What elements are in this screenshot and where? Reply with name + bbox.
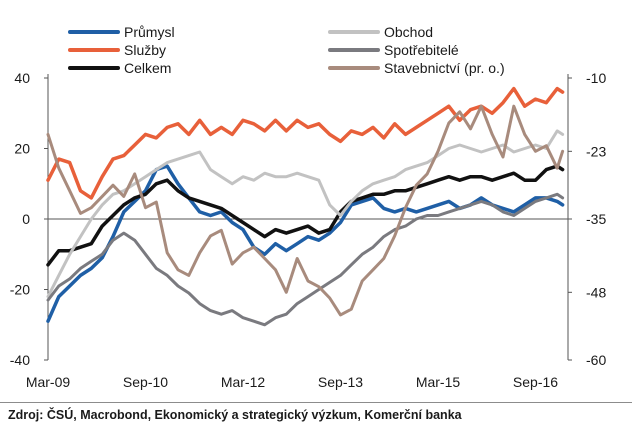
legend-label: Stavebnictví (pr. o.) [384,60,505,76]
x-tick-label: Sep-16 [513,374,558,390]
right-tick-label: -35 [586,211,606,227]
left-tick-label: -40 [10,352,30,368]
series-line [46,164,565,267]
x-tick-label: Mar-12 [221,374,266,390]
series-line [46,86,565,200]
x-tick-label: Mar-15 [416,374,461,390]
legend-label: Průmysl [124,24,175,40]
left-tick-label: 20 [14,141,30,157]
x-tick-label: Sep-10 [123,374,168,390]
series-line [46,164,565,323]
legend-label: Obchod [384,24,433,40]
left-tick-label: 40 [14,70,30,86]
right-tick-label: -23 [586,143,606,159]
source-note: Zdroj: ČSÚ, Macrobond, Ekonomický a stra… [8,408,462,422]
source-divider [0,402,632,403]
right-tick-label: -60 [586,352,606,368]
left-tick-label: -20 [10,282,30,298]
right-tick-label: -10 [586,70,606,86]
series-line [46,129,565,299]
x-tick-label: Mar-09 [26,374,71,390]
series-line [46,192,565,327]
legend-label: Spotřebitelé [384,42,459,58]
series-line [46,104,565,317]
right-tick-label: -48 [586,284,606,300]
left-tick-label: 0 [22,211,30,227]
x-tick-label: Sep-13 [318,374,363,390]
legend-label: Celkem [124,60,171,76]
legend-label: Služby [124,42,166,58]
